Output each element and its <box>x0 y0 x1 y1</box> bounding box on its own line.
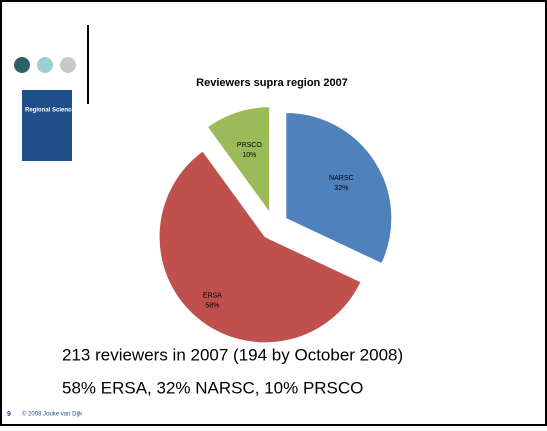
pie: NARSC 32% ERSA 58% PRSCO 10% <box>158 106 393 344</box>
pie-slice <box>158 150 362 344</box>
text-line: 58% ERSA, 32% NARSC, 10% PRSCO <box>62 378 363 397</box>
page-number: 9 <box>7 411 11 418</box>
slice-value: 10% <box>242 152 256 159</box>
pie-slice <box>285 111 393 265</box>
dot <box>37 57 53 73</box>
chart-title: Reviewers supra region 2007 <box>196 77 348 89</box>
text-line: 213 reviewers in 2007 (194 by October 20… <box>62 345 403 364</box>
footer: © 2008 Jouke van Dijk <box>22 411 83 418</box>
slice-label: NARSC <box>329 175 354 182</box>
slice-label: PRSCO <box>237 142 262 149</box>
cover-title: Regional Science <box>25 108 75 114</box>
dot <box>60 57 76 73</box>
pie-slice <box>206 106 271 215</box>
journal-cover <box>22 90 72 161</box>
slice-label: ERSA <box>203 292 222 299</box>
dot <box>14 57 30 73</box>
slice-value: 58% <box>205 302 219 309</box>
slice-value: 32% <box>334 185 348 192</box>
